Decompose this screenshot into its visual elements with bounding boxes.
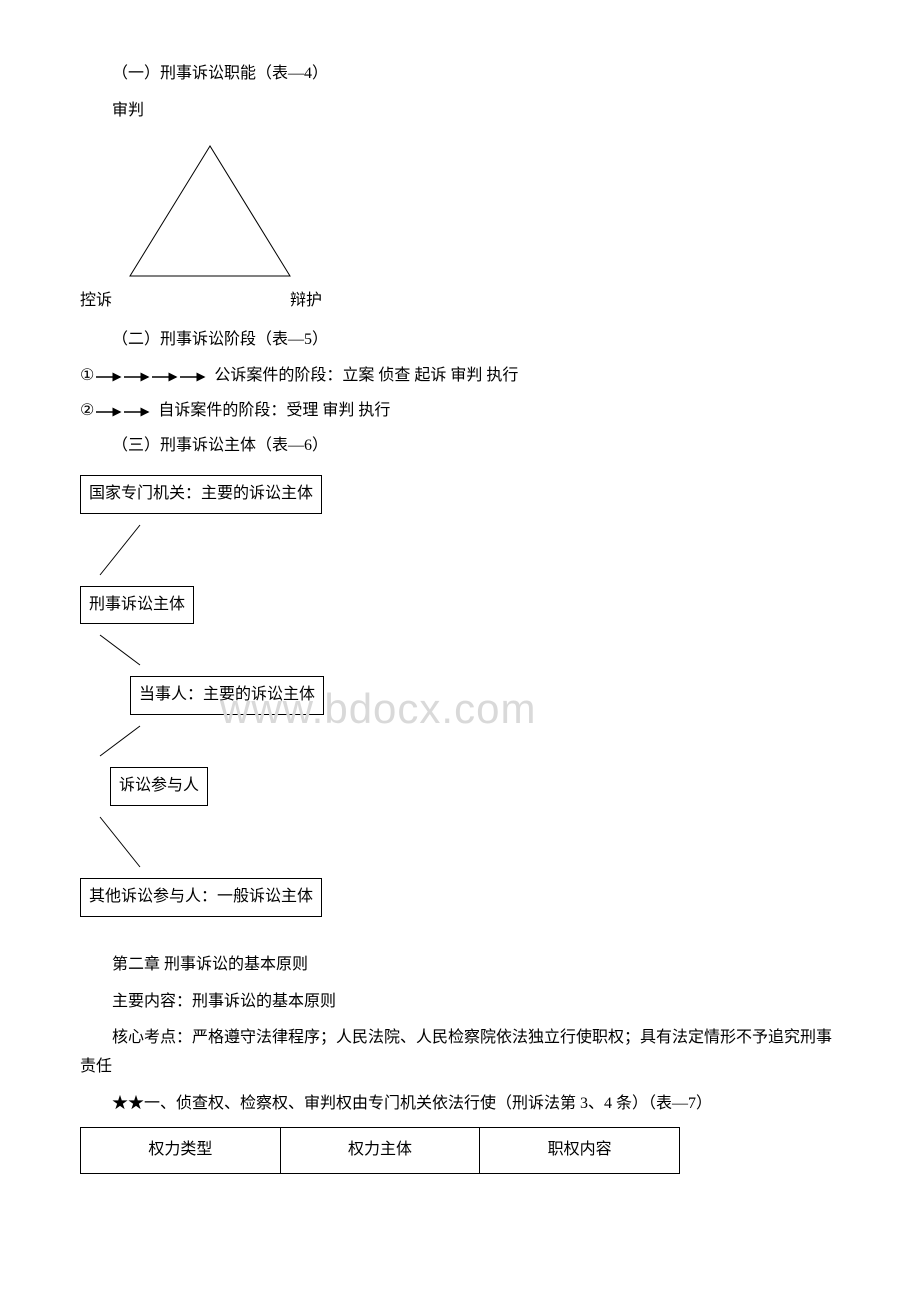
chapter2-star: ★★一、侦查权、检察权、审判权由专门机关依法行使（刑诉法第 3、4 条）（表—7…	[80, 1090, 840, 1119]
arrow-line-2: ② 自诉案件的阶段：受理 审判 执行	[80, 397, 840, 426]
connector-4	[80, 812, 180, 872]
th-type: 权力类型	[81, 1127, 281, 1173]
power-table: 权力类型 权力主体 职权内容	[80, 1127, 680, 1174]
triangle-right-label: 辩护	[290, 287, 322, 316]
triangle-left-label: 控诉	[80, 287, 112, 316]
chapter2-main: 主要内容：刑事诉讼的基本原则	[80, 988, 840, 1017]
node-mid: 刑事诉讼主体	[80, 586, 194, 625]
marker-1: ①	[80, 367, 94, 384]
connector-1	[80, 520, 180, 580]
arrows-2	[94, 406, 158, 418]
table-row: 权力类型 权力主体 职权内容	[81, 1127, 680, 1173]
arrows-1	[94, 371, 214, 383]
node-bottom: 其他诉讼参与人：一般诉讼主体	[80, 878, 322, 917]
connector-2	[80, 630, 180, 670]
arrow-text-2: 自诉案件的阶段：受理 审判 执行	[158, 402, 390, 419]
tree-diagram: www.bdocx.com 国家专门机关：主要的诉讼主体 刑事诉讼主体 当事人：…	[80, 471, 840, 921]
section1-heading: （一）刑事诉讼职能（表—4）	[80, 60, 840, 89]
section3-heading: （三）刑事诉讼主体（表—6）	[80, 432, 840, 461]
th-content: 职权内容	[480, 1127, 680, 1173]
node-right2: 诉讼参与人	[110, 767, 208, 806]
chapter2-title: 第二章 刑事诉讼的基本原则	[80, 951, 840, 980]
watermark-text: www.bdocx.com	[220, 671, 536, 747]
chapter2-core: 核心考点：严格遵守法律程序；人民法院、人民检察院依法独立行使职权；具有法定情形不…	[80, 1024, 840, 1082]
arrow-line-1: ① 公诉案件的阶段：立案 侦查 起诉 审判 执行	[80, 362, 840, 391]
section2-heading: （二）刑事诉讼阶段（表—5）	[80, 326, 840, 355]
th-subject: 权力主体	[280, 1127, 480, 1173]
connector-3	[80, 721, 180, 761]
arrow-text-1: 公诉案件的阶段：立案 侦查 起诉 审判 执行	[214, 367, 518, 384]
node-top: 国家专门机关：主要的诉讼主体	[80, 475, 322, 514]
marker-2: ②	[80, 402, 94, 419]
triangle-diagram: 控诉 辩护	[80, 136, 360, 316]
triangle-svg	[80, 136, 360, 306]
triangle-top-label: 审判	[80, 97, 840, 126]
